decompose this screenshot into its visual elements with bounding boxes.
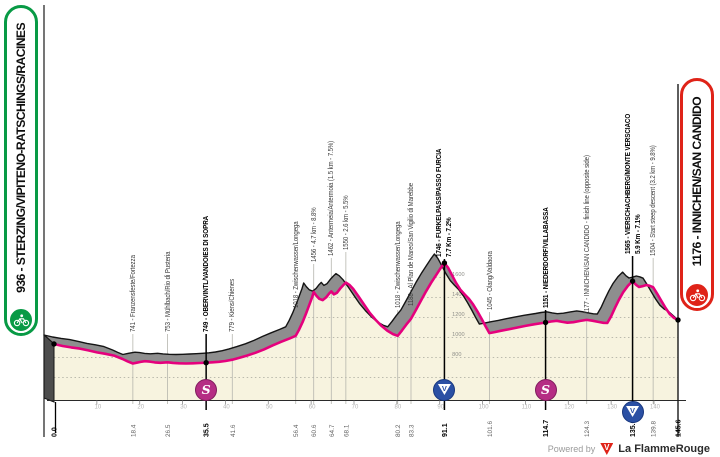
- axis-tick-label: 60: [309, 405, 316, 411]
- axis-tick-label: 90: [437, 405, 444, 411]
- km-label: 68.1: [343, 424, 350, 437]
- waypoint-dot: [203, 360, 209, 366]
- axis-tick-label: 130: [607, 405, 618, 411]
- cyclist-icon: [13, 313, 29, 326]
- km-label: 60.6: [311, 424, 318, 437]
- axis-tick-label: 100: [479, 405, 490, 411]
- waypoint-dot: [51, 341, 57, 347]
- axis-tick-label: 120: [564, 405, 575, 411]
- waypoint-dot: [629, 278, 636, 284]
- km-label: 83.3: [409, 424, 416, 437]
- km-label: 26.5: [165, 424, 172, 437]
- elevation-label: 800: [452, 352, 461, 358]
- km-label: 139.8: [651, 421, 658, 437]
- finish-banner-label: 1176 - INNICHEN/SAN CANDIDO: [690, 96, 704, 267]
- axis-tick-label: 40: [223, 405, 230, 411]
- km-label: 135.0: [630, 419, 637, 437]
- km-label: 101.6: [487, 421, 494, 437]
- km-label: 114.7: [543, 420, 550, 437]
- elevation-label: 1600: [452, 272, 464, 278]
- brand-name: La FlammeRouge: [618, 443, 710, 455]
- brand-first: La Flamme: [618, 443, 676, 455]
- km-label: 124.3: [584, 421, 591, 437]
- laflammerouge-logo-icon: V: [600, 443, 614, 455]
- route-line: [52, 261, 680, 365]
- axis-tick-label: 70: [352, 405, 359, 411]
- km-label: 41.6: [230, 424, 237, 437]
- elevation-label: 1400: [452, 292, 464, 298]
- waypoint-dot: [441, 260, 448, 266]
- axis-tick-label: 110: [522, 405, 532, 411]
- start-banner-label: 936 - STERZING/VIPITENO-RATSCHINGS/RACIN…: [14, 22, 28, 293]
- axis-tick-label: 30: [180, 405, 187, 411]
- waypoint-dot: [675, 317, 681, 323]
- logo-letter: V: [604, 443, 610, 452]
- elevation-label: 1000: [452, 332, 464, 338]
- km-label: 91.1: [442, 423, 449, 437]
- profile-area: [54, 263, 678, 400]
- axis-tick-label: 80: [395, 405, 402, 411]
- km-label: 80.2: [395, 424, 402, 437]
- km-label: 64.7: [329, 424, 336, 437]
- km-label: 145.6: [676, 419, 683, 437]
- cyclist-icon: [689, 288, 705, 301]
- axis-tick-label: 10: [95, 405, 102, 411]
- axis-tick-label: 20: [137, 405, 144, 411]
- start-banner: 936 - STERZING/VIPITENO-RATSCHINGS/RACIN…: [4, 5, 38, 336]
- powered-by-footer: Powered by V La FlammeRouge: [548, 443, 710, 455]
- waypoint-dot: [542, 319, 549, 326]
- finish-banner: 1176 - INNICHEN/SAN CANDIDO: [680, 78, 714, 311]
- km-label: 0.0: [52, 427, 59, 437]
- finish-cyclist-badge: [684, 282, 710, 308]
- elevation-label: 1200: [452, 312, 464, 318]
- km-label: 18.4: [130, 424, 137, 437]
- km-label: 56.4: [293, 424, 300, 437]
- axis-tick-label: 140: [650, 405, 661, 411]
- start-cyclist-badge: [8, 307, 34, 333]
- km-label: 35.5: [204, 423, 211, 437]
- powered-by-text: Powered by: [547, 444, 596, 454]
- brand-second: Rouge: [675, 443, 710, 455]
- axis-tick-label: 50: [266, 405, 273, 411]
